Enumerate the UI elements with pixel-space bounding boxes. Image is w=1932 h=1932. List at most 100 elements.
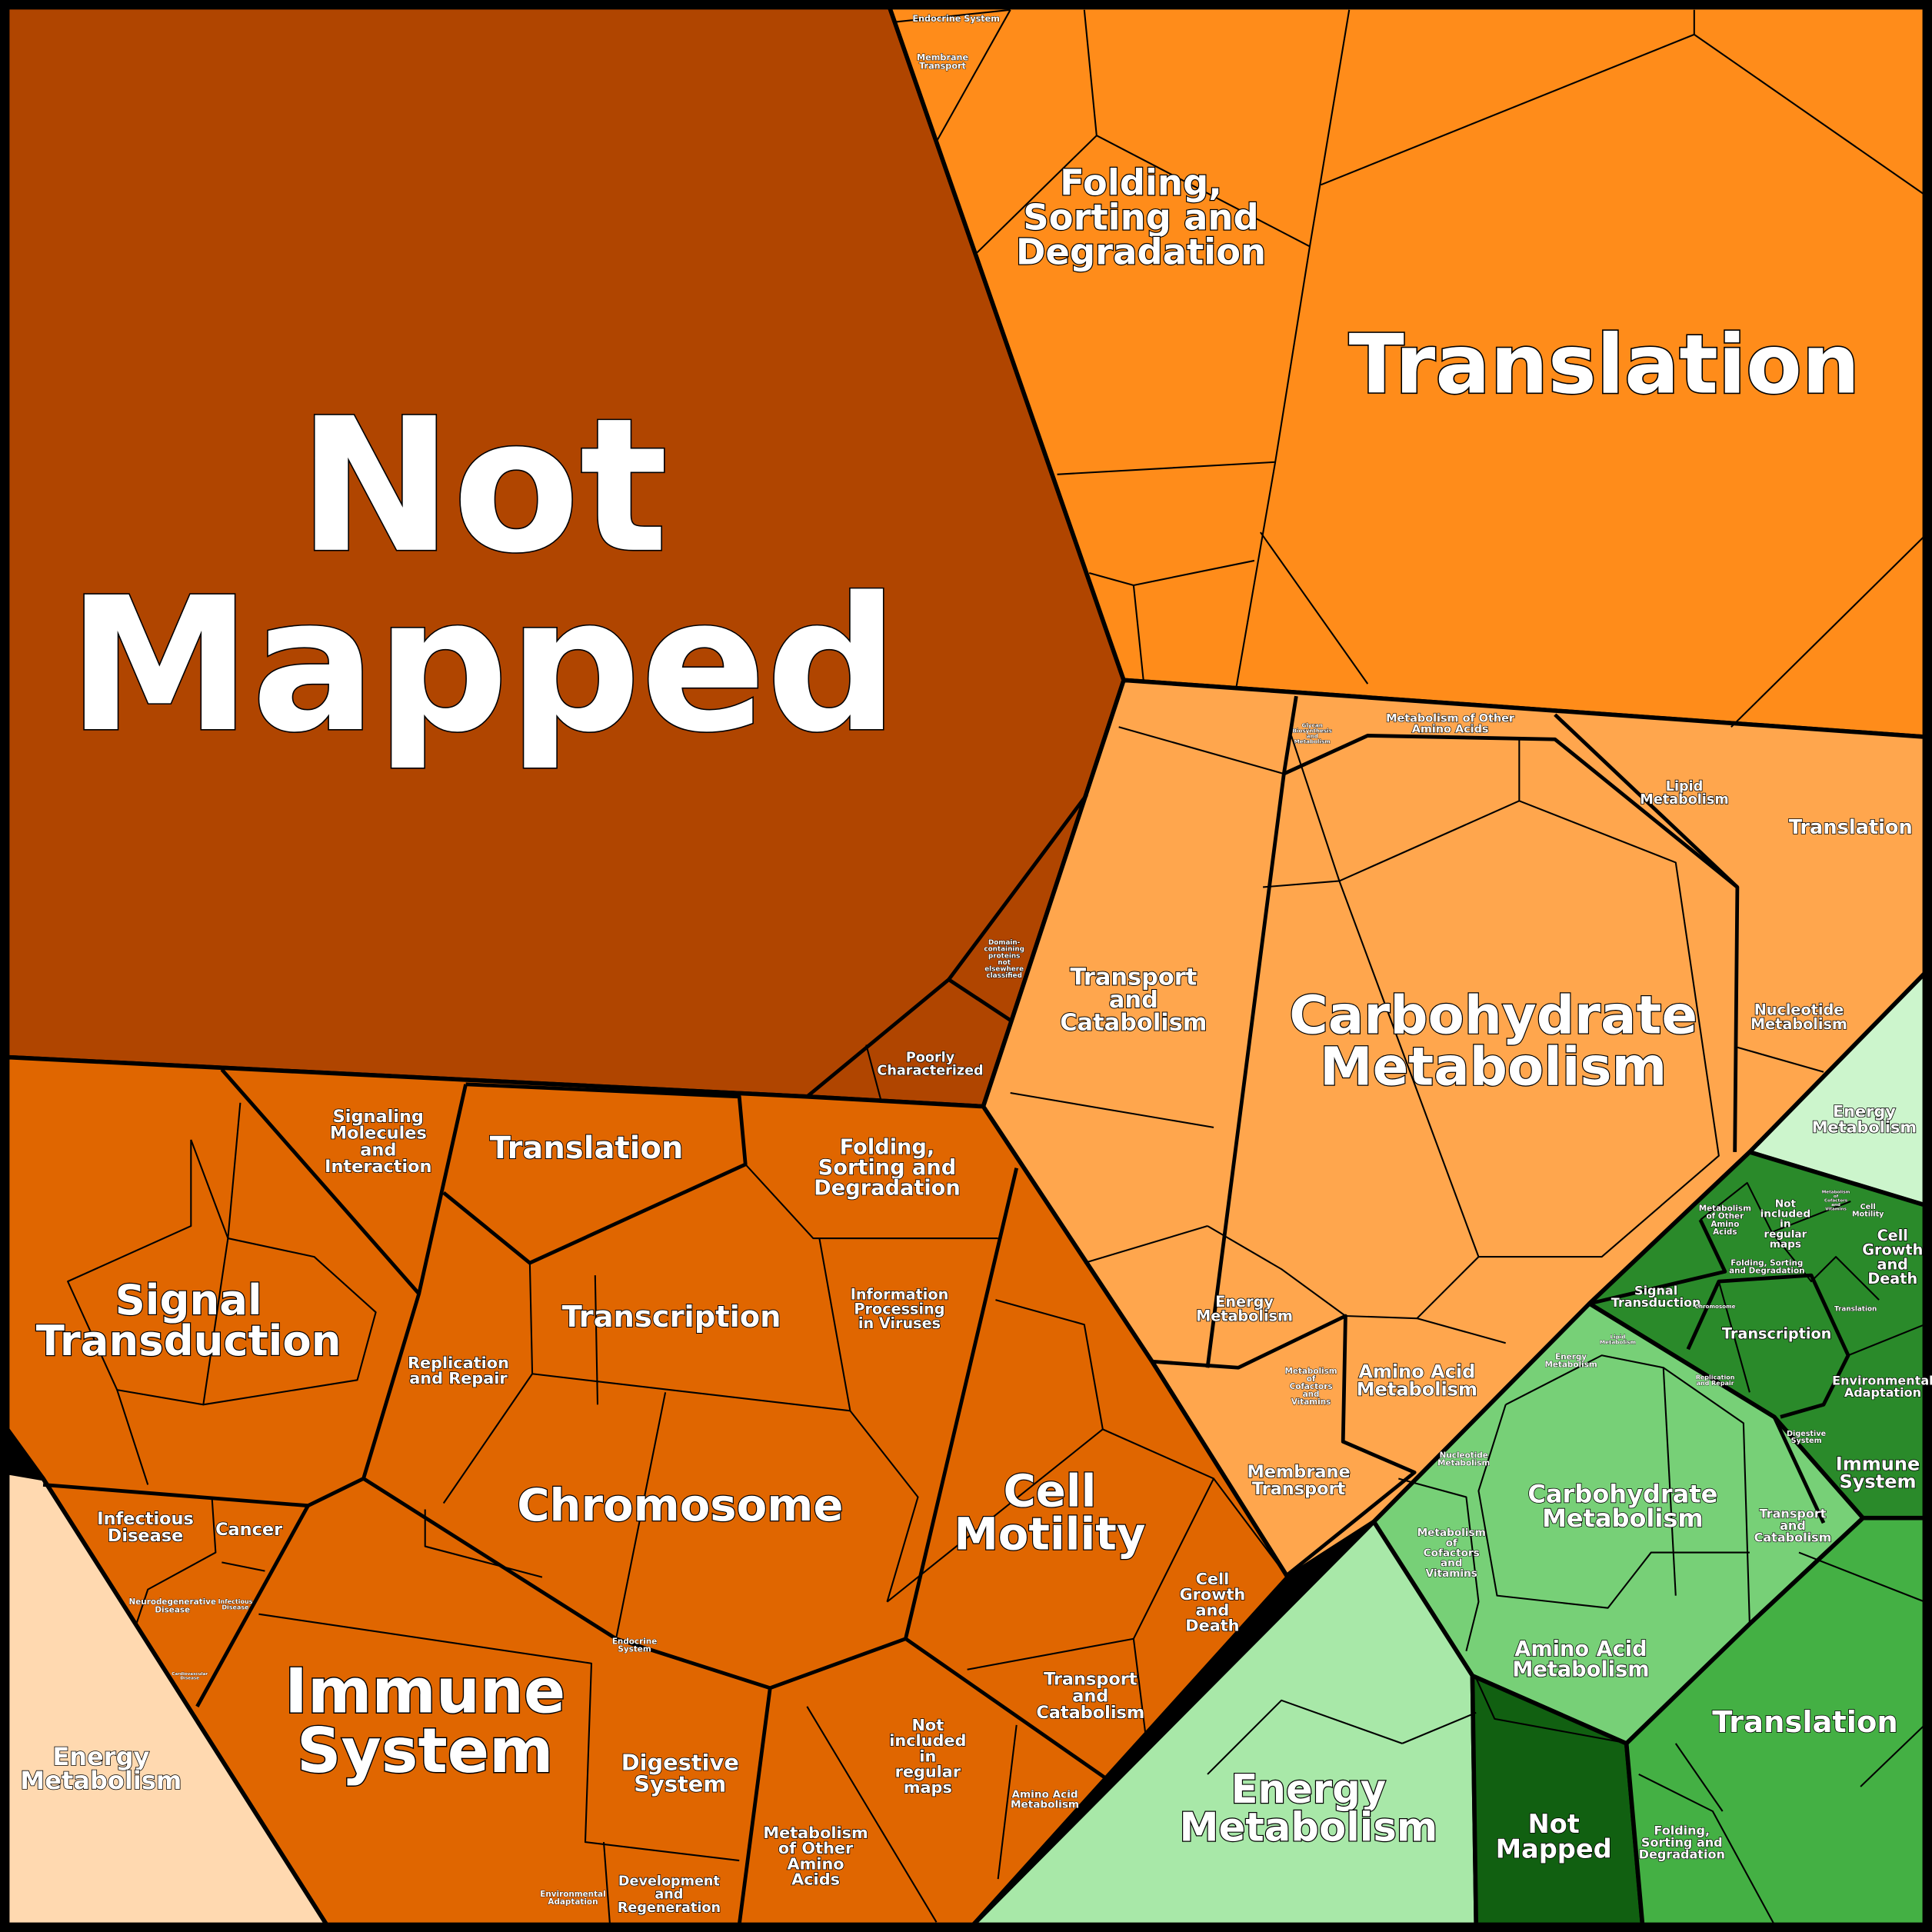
label-line: Lipid bbox=[1611, 1334, 1626, 1341]
label-do-replication[interactable]: Replication and Repair bbox=[407, 1353, 509, 1388]
label-dg-translation[interactable]: Translation bbox=[1834, 1305, 1877, 1314]
label-domain-containing[interactable]: Domain-containing proteins not elsewhere cla… bbox=[984, 939, 1024, 981]
label-membrane-transport-orange[interactable]: Membrane Transport bbox=[1247, 1461, 1351, 1499]
label-dg-not-included[interactable]: Not included in regular maps bbox=[1760, 1198, 1811, 1251]
label-peach-energy[interactable]: Energy Metabolism bbox=[20, 1741, 182, 1796]
label-mg-energy[interactable]: Energy Metabolism bbox=[1544, 1352, 1597, 1370]
label-mg-amino[interactable]: Amino Acid Metabolism bbox=[1511, 1637, 1650, 1682]
label-dg-cofactors[interactable]: Metabolism of Cofactors and Vitamins bbox=[1821, 1190, 1850, 1212]
label-do-chromosome[interactable]: Chromosome bbox=[516, 1478, 844, 1532]
label-do-immune-system[interactable]: Immune System bbox=[284, 1654, 567, 1788]
label-line: Metabolism bbox=[1437, 1459, 1490, 1468]
label-nucleotide-metabolism[interactable]: Nucleotide Metabolism bbox=[1750, 1000, 1848, 1033]
label-mg-transport[interactable]: Transport and Catabolism bbox=[1754, 1506, 1832, 1545]
label-dg-other-amino[interactable]: Metabolism of Other Amino Acids bbox=[1698, 1204, 1751, 1237]
label-line: in Viruses bbox=[858, 1314, 941, 1332]
label-metabolism-other-amino-acids[interactable]: Metabolism of Other Amino Acids bbox=[1386, 712, 1516, 736]
label-do-other-amino[interactable]: Metabolism of Other Amino Acids bbox=[763, 1823, 869, 1889]
label-dg-chromosome[interactable]: Chromosome bbox=[1694, 1302, 1736, 1310]
label-dg-transcription[interactable]: Transcription bbox=[1721, 1324, 1832, 1344]
label-mg-cofactors[interactable]: Metabolism of Cofactors and Vitamins bbox=[1417, 1526, 1486, 1580]
label-line: Amino bbox=[788, 1854, 844, 1873]
label-folding-top[interactable]: Folding, Sorting and Degradation bbox=[1015, 161, 1267, 274]
label-carbohydrate-metabolism[interactable]: Carbohydrate Metabolism bbox=[1288, 984, 1698, 1098]
label-line: Metabolism bbox=[1179, 1805, 1437, 1851]
label-mg-nucleotide[interactable]: Nucleotide Metabolism bbox=[1437, 1451, 1491, 1468]
label-line: Folding, bbox=[1060, 162, 1222, 204]
label-line: and bbox=[1307, 732, 1318, 739]
label-line: Transport bbox=[919, 62, 966, 72]
label-dg-immune[interactable]: Immune System bbox=[1835, 1453, 1920, 1494]
label-do-not-included[interactable]: Not included in regular maps bbox=[888, 1715, 967, 1797]
label-do-transcription[interactable]: Transcription bbox=[561, 1299, 782, 1335]
label-line: Transport bbox=[1760, 1507, 1827, 1521]
label-line: and bbox=[1831, 1203, 1840, 1208]
label-dg-cell-motility[interactable]: Cell Motility bbox=[1852, 1203, 1885, 1219]
label-g-not-mapped[interactable]: Not Mapped bbox=[1495, 1808, 1613, 1864]
label-dg-digestive[interactable]: Digestive System bbox=[1787, 1429, 1827, 1445]
label-line: Signaling bbox=[333, 1107, 424, 1127]
label-do-digestive[interactable]: Digestive System bbox=[621, 1749, 740, 1798]
label-endocrine-top[interactable]: Endocrine System bbox=[912, 14, 1000, 25]
label-line: Signal bbox=[1634, 1283, 1677, 1297]
label-line: Adaptation bbox=[548, 1897, 598, 1907]
label-line: Motility bbox=[1852, 1210, 1884, 1218]
label-line: Endocrine bbox=[612, 1637, 657, 1646]
label-glycan-biosynthesis[interactable]: Glycan Biosynthesis and Metabolism bbox=[1292, 721, 1332, 745]
label-lipid-metabolism[interactable]: Lipid Metabolism bbox=[1640, 778, 1730, 808]
label-do-transport[interactable]: Transport and Catabolism bbox=[1036, 1669, 1145, 1724]
label-dg-environmental[interactable]: Environmental Adaptation bbox=[1832, 1373, 1932, 1401]
label-do-signal-transduction[interactable]: Signal Transduction bbox=[35, 1274, 341, 1366]
label-poorly-characterized[interactable]: Poorly Characterized bbox=[877, 1050, 984, 1080]
label-g-folding[interactable]: Folding, Sorting and Degradation bbox=[1638, 1823, 1725, 1862]
label-do-translation[interactable]: Translation bbox=[489, 1130, 685, 1167]
label-line: Catabolism bbox=[1060, 1010, 1207, 1037]
label-do-infectious-disease[interactable]: Infectious Disease bbox=[96, 1508, 194, 1546]
label-line: not bbox=[998, 959, 1011, 967]
label-amino-acid-metabolism-orange[interactable]: Amino Acid Metabolism bbox=[1356, 1360, 1478, 1401]
label-line: Catabolism bbox=[1036, 1703, 1144, 1723]
label-do-folding[interactable]: Folding, Sorting and Degradation bbox=[813, 1135, 961, 1201]
label-do-cardiovascular[interactable]: Cardiovascular Disease bbox=[172, 1672, 208, 1681]
label-dg-folding[interactable]: Folding, Sorting and Degradation bbox=[1729, 1258, 1805, 1276]
label-line: containing bbox=[984, 946, 1024, 954]
label-translation-orange[interactable]: Translation bbox=[1788, 815, 1914, 840]
label-dg-cell-growth[interactable]: Cell Growth and Death bbox=[1861, 1226, 1924, 1288]
label-do-info-viruses[interactable]: Information Processing in Viruses bbox=[850, 1285, 949, 1333]
label-energy-metabolism-pale[interactable]: Energy Metabolism bbox=[1811, 1101, 1917, 1137]
label-line: Energy bbox=[1555, 1352, 1587, 1361]
label-line: Sorting and bbox=[818, 1156, 957, 1180]
label-cofactors-orange[interactable]: Metabolism of Cofactors and Vitamins bbox=[1284, 1366, 1337, 1407]
label-do-infectious-disease-small[interactable]: Infectious Disease bbox=[218, 1598, 253, 1611]
label-transport-catabolism[interactable]: Transport and Catabolism bbox=[1059, 964, 1208, 1038]
cell-dark-orange-cluster[interactable] bbox=[5, 1054, 1290, 1927]
label-do-cell-motility[interactable]: Cell Motility bbox=[953, 1464, 1146, 1561]
label-do-endocrine[interactable]: Endocrine System bbox=[611, 1637, 657, 1654]
label-do-cancer[interactable]: Cancer bbox=[215, 1519, 283, 1541]
label-line: Cofactors bbox=[1290, 1382, 1333, 1391]
label-line: Immune bbox=[285, 1655, 565, 1727]
label-line: Membrane bbox=[1247, 1462, 1350, 1482]
label-do-neurodegenerative[interactable]: Neurodegenerative Disease bbox=[128, 1597, 216, 1615]
label-not-mapped[interactable]: Not Mapped bbox=[66, 377, 899, 774]
label-line: classified bbox=[986, 972, 1021, 980]
label-do-environmental[interactable]: Environmental Adaptation bbox=[540, 1889, 606, 1907]
label-line: Acids bbox=[791, 1870, 840, 1888]
label-line: System bbox=[634, 1771, 726, 1797]
label-line: Metabolism bbox=[1542, 1504, 1704, 1533]
label-energy-metabolism-orange[interactable]: Energy Metabolism bbox=[1195, 1292, 1294, 1325]
label-dg-replication[interactable]: Replication and Repair bbox=[1695, 1374, 1735, 1387]
label-do-cell-growth[interactable]: Cell Growth and Death bbox=[1179, 1569, 1246, 1635]
label-do-development[interactable]: Development and Regeneration bbox=[617, 1874, 721, 1917]
label-membrane-top[interactable]: Membrane Transport bbox=[917, 52, 969, 72]
label-do-amino[interactable]: Amino Acid Metabolism bbox=[1010, 1788, 1079, 1811]
label-mg-carbohydrate[interactable]: Carbohydrate Metabolism bbox=[1527, 1479, 1719, 1534]
label-translation-top[interactable]: Translation bbox=[1347, 316, 1861, 413]
cell-peach-energy[interactable] bbox=[5, 1470, 329, 1927]
label-dg-signal[interactable]: Signal Transduction bbox=[1611, 1283, 1701, 1311]
label-g-translation[interactable]: Translation bbox=[1711, 1704, 1898, 1740]
label-mg-lipid[interactable]: Lipid Metabolism bbox=[1600, 1333, 1637, 1346]
label-lg-energy[interactable]: Energy Metabolism bbox=[1178, 1766, 1438, 1852]
label-line: and bbox=[1780, 1518, 1806, 1533]
label-do-signaling-molecules[interactable]: Signaling Molecules and Interaction bbox=[324, 1106, 432, 1178]
